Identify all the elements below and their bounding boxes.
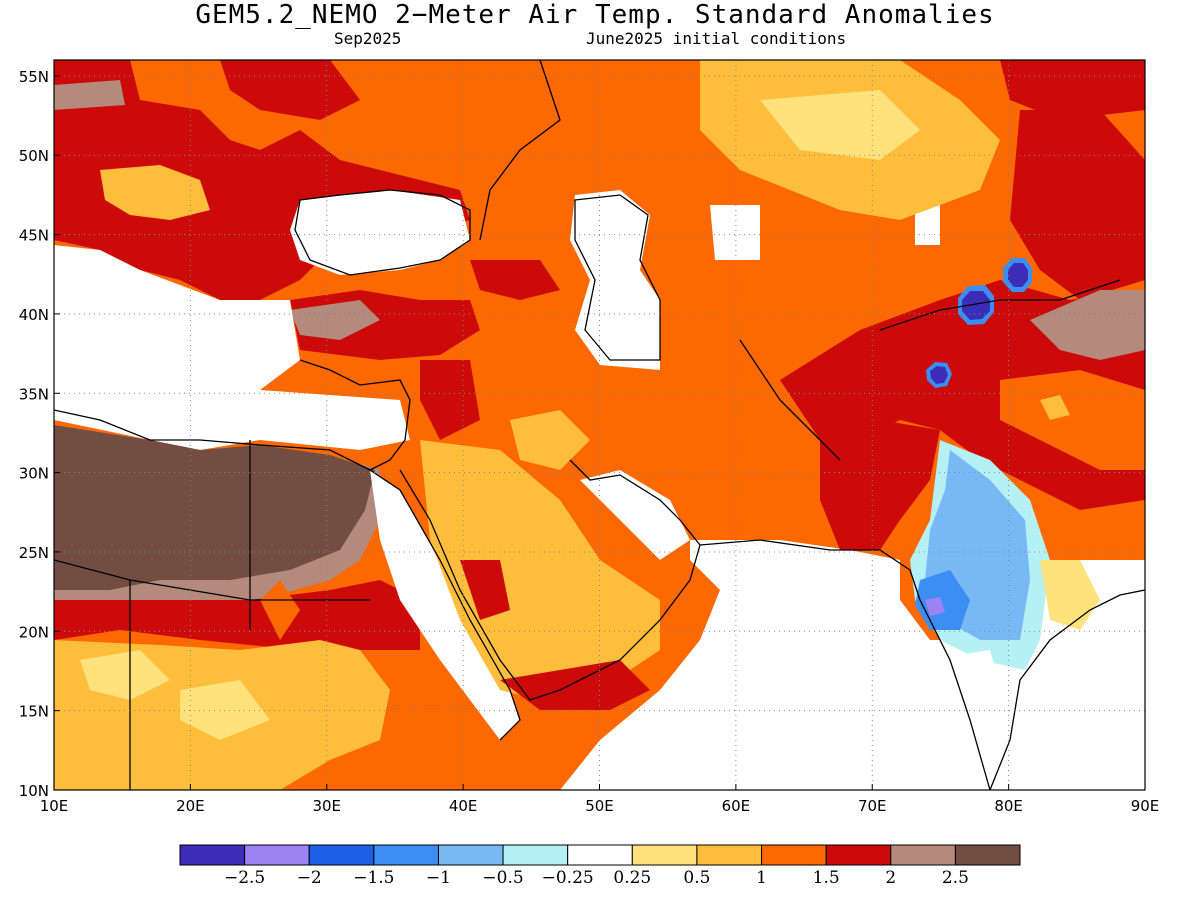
arabia-red-1 <box>460 560 510 620</box>
x-tick-label: 10E <box>40 797 69 815</box>
tibet-mauve <box>1030 290 1145 360</box>
colorbar-label: −1 <box>426 868 451 888</box>
colorbar-swatch <box>437 844 504 866</box>
colorbar-swatch <box>308 844 375 866</box>
x-tick-label: 70E <box>858 797 887 815</box>
y-tick-label: 25N <box>19 544 49 562</box>
colorbar-swatch <box>631 844 698 866</box>
colorbar-label: −2.5 <box>224 868 265 888</box>
x-tick-label: 20E <box>176 797 205 815</box>
turkey-mauve <box>290 300 380 340</box>
x-tick-label: 80E <box>994 797 1023 815</box>
x-tick-label: 40E <box>449 797 478 815</box>
east-india-yellow <box>1040 560 1100 630</box>
colorbar-swatch <box>567 844 633 866</box>
initial-conditions: June2025 initial conditions <box>586 29 847 48</box>
balkhash-mask <box>915 205 940 245</box>
forecast-month: Sep2025 <box>334 29 402 48</box>
europe-yellow <box>100 165 210 220</box>
red-sea-mask <box>370 470 520 740</box>
y-tick-label: 35N <box>19 385 49 403</box>
colorbar-swatch <box>825 844 892 866</box>
colorbar-label: 0.25 <box>613 868 651 888</box>
sahel-orange <box>260 580 300 640</box>
x-tick-label: 50E <box>585 797 614 815</box>
y-axis: 10N 15N 20N 25N 30N 35N 40N 45N 50N 55N <box>19 68 60 800</box>
levant-red <box>420 360 480 440</box>
europe-mauve <box>54 80 125 110</box>
colorbar-label: −0.25 <box>542 868 594 888</box>
y-tick-label: 55N <box>19 68 49 86</box>
tibet-orange <box>1000 370 1145 470</box>
aral-mask <box>710 205 760 260</box>
tarim-spot-3 <box>930 366 948 384</box>
sahel-light-yellow-2 <box>180 680 270 740</box>
colorbar-label: 2 <box>885 868 896 888</box>
tibet-yellow <box>1040 395 1070 420</box>
colorbar-swatch <box>373 844 439 866</box>
colorbar: −2.5 −2 −1.5 −1 −0.5 −0.25 0.25 0.5 1 1.5 2 2.5 <box>179 844 1021 888</box>
colorbar-label: 1.5 <box>813 868 840 888</box>
colorbar-label: 2.5 <box>942 868 969 888</box>
colorbar-swatch <box>179 844 246 866</box>
colorbar-label: 1 <box>756 868 767 888</box>
tarim-spot-2 <box>1008 263 1028 287</box>
colorbar-swatch <box>502 844 569 866</box>
map-grid <box>54 60 1145 790</box>
caucasus-red <box>470 260 560 300</box>
field-north-africa-brown <box>54 425 375 590</box>
colorbar-swatch <box>761 844 827 866</box>
mongolia-red <box>1000 60 1145 120</box>
y-tick-label: 20N <box>19 623 49 641</box>
x-tick-label: 90E <box>1131 797 1160 815</box>
colorbar-label: −2 <box>297 868 322 888</box>
sahel-light-yellow-1 <box>80 650 170 700</box>
y-tick-label: 30N <box>19 465 49 483</box>
x-tick-label: 60E <box>722 797 751 815</box>
y-tick-label: 15N <box>19 703 49 721</box>
y-tick-label: 40N <box>19 306 49 324</box>
colorbar-swatch <box>954 844 1021 866</box>
x-axis: 10E 20E 30E 40E 50E 60E 70E 80E 90E <box>40 784 1160 815</box>
anomaly-field <box>54 60 1145 790</box>
mediterranean-mask <box>54 245 410 450</box>
central-asia-light-yellow <box>760 90 920 160</box>
colorbar-label: −1.5 <box>353 868 394 888</box>
x-tick-label: 30E <box>312 797 341 815</box>
india-purple <box>925 597 945 616</box>
field-sahel-red <box>54 580 420 650</box>
china-north-red <box>1010 110 1145 300</box>
map-title: GEM5.2_NEMO 2−Meter Air Temp. Standard A… <box>195 0 995 30</box>
colorbar-swatch <box>890 844 956 866</box>
colorbar-swatch <box>696 844 763 866</box>
europe-north-red <box>220 60 360 120</box>
field-tarim-dark-blue <box>962 291 990 320</box>
persian-gulf-mask <box>580 470 690 560</box>
y-tick-label: 45N <box>19 227 49 245</box>
caspian-mask <box>570 190 660 370</box>
colorbar-swatch <box>244 844 310 866</box>
colorbar-label: 0.5 <box>683 868 710 888</box>
colorbar-label: −0.5 <box>482 868 523 888</box>
coastlines <box>54 60 1145 790</box>
y-tick-label: 10N <box>19 782 49 800</box>
pakistan-red <box>820 420 940 550</box>
iraq-yellow <box>510 410 590 470</box>
field-india-blue <box>915 570 970 630</box>
y-tick-label: 50N <box>19 147 49 165</box>
black-sea-mask <box>290 190 470 275</box>
